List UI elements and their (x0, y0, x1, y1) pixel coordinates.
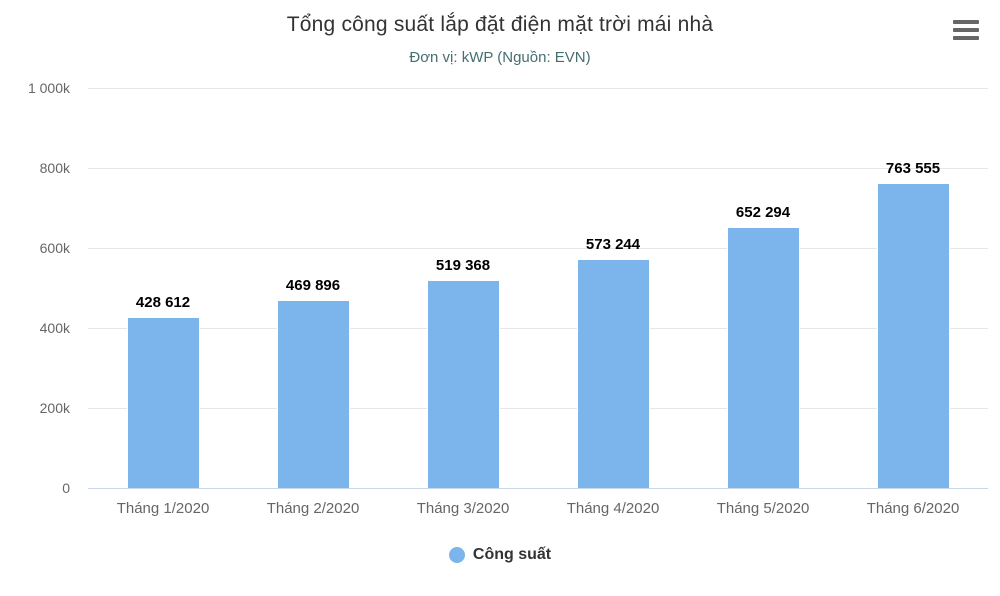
legend-label: Công suất (472, 546, 552, 563)
bar-value-label: 469 896 (285, 277, 341, 295)
hamburger-icon (953, 20, 979, 40)
column-bar[interactable] (726, 227, 800, 488)
column-bar[interactable] (876, 182, 950, 488)
legend-item[interactable]: Công suất (0, 546, 1000, 564)
y-axis-tick-label: 600k (39, 240, 70, 256)
column-bar[interactable] (276, 300, 350, 488)
column-bar[interactable] (126, 316, 200, 488)
bar-value-label: 519 368 (435, 257, 491, 275)
gridline (88, 248, 988, 249)
x-axis-tick-label: Tháng 6/2020 (866, 500, 960, 517)
y-axis-tick-label: 200k (39, 400, 70, 416)
bar-value-label: 428 612 (135, 293, 191, 311)
gridline (88, 168, 988, 169)
plot-area (88, 88, 988, 489)
chart-subtitle: Đơn vị: kWP (Nguồn: EVN) (409, 49, 591, 66)
y-axis-tick-label: 800k (39, 160, 70, 176)
y-axis-tick-label: 1 000k (27, 80, 70, 96)
gridline (88, 408, 988, 409)
gridline (88, 88, 988, 89)
column-bar[interactable] (576, 258, 650, 488)
x-axis-line (88, 488, 988, 489)
bar-value-label: 652 294 (735, 204, 791, 222)
bar-value-label: 763 555 (885, 159, 941, 177)
column-bar[interactable] (426, 280, 500, 488)
y-axis-tick-label: 0 (62, 480, 70, 496)
legend-marker-icon (448, 547, 465, 563)
y-axis-tick-label: 400k (39, 320, 70, 336)
x-axis-tick-label: Tháng 4/2020 (566, 500, 660, 517)
chart-title: Tổng công suất lắp đặt điện mặt trời mái… (286, 13, 714, 36)
export-menu-button[interactable] (950, 16, 982, 48)
x-axis-tick-label: Tháng 2/2020 (266, 500, 360, 517)
bar-value-label: 573 244 (585, 235, 641, 253)
x-axis-tick-label: Tháng 1/2020 (116, 500, 210, 517)
x-axis-tick-label: Tháng 5/2020 (716, 500, 810, 517)
gridline (88, 328, 988, 329)
x-axis-tick-label: Tháng 3/2020 (416, 500, 510, 517)
